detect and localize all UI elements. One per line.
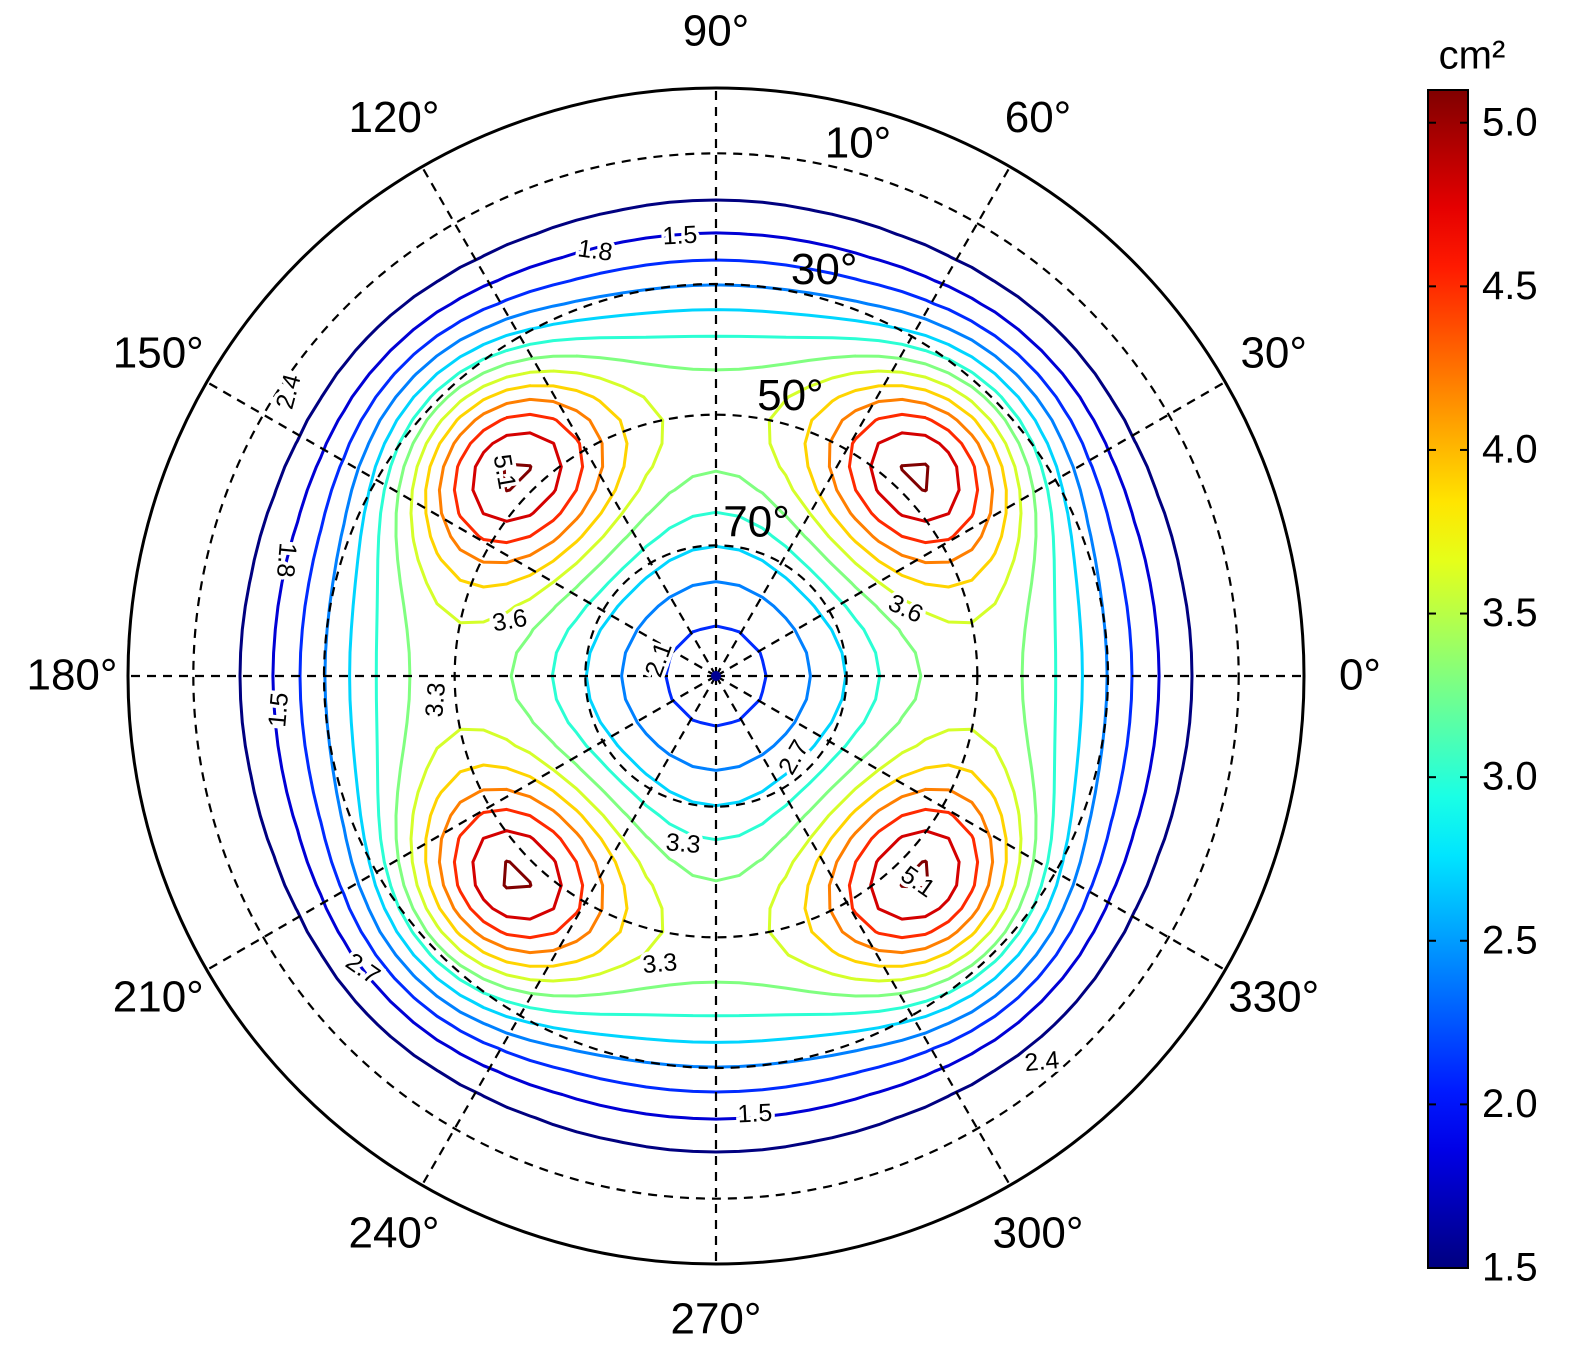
contour-label: 2.1 xyxy=(640,638,678,680)
contour-line xyxy=(452,412,980,940)
r-tick-label: 70° xyxy=(723,497,790,546)
colorbar-tick-label: 5.0 xyxy=(1482,100,1538,144)
contour-label: 1.5 xyxy=(662,221,698,251)
contour-label: 1.5 xyxy=(737,1099,773,1129)
theta-tick-label: 150° xyxy=(113,329,204,378)
contour-label: 2.4 xyxy=(1023,1046,1060,1077)
grid-spoke xyxy=(715,381,1226,677)
contour-label: 1.8 xyxy=(576,234,614,267)
contour-line xyxy=(471,431,961,921)
grid-spoke xyxy=(715,675,1226,971)
colorbar-tick-label: 3.5 xyxy=(1482,591,1538,635)
theta-tick-label: 30° xyxy=(1240,329,1307,378)
r-tick-label: 50° xyxy=(757,371,824,420)
colorbar-tick-label: 4.5 xyxy=(1482,264,1538,308)
r-tick-label: 30° xyxy=(791,245,858,294)
colorbar-unit: cm² xyxy=(1439,34,1506,78)
theta-tick-label: 270° xyxy=(670,1295,761,1344)
contour-label: 2.7 xyxy=(341,947,386,990)
theta-tick-label: 300° xyxy=(992,1208,1083,1257)
theta-tick-label: 120° xyxy=(348,93,439,142)
theta-tick-label: 0° xyxy=(1339,651,1381,700)
contours xyxy=(238,198,1194,1154)
polar-grid xyxy=(128,88,1304,1264)
grid-ring xyxy=(192,152,1240,1200)
contour-line xyxy=(348,308,1084,1044)
theta-tick-label: 60° xyxy=(1005,93,1072,142)
theta-tick-label: 330° xyxy=(1228,973,1319,1022)
contour-label: 5.1 xyxy=(488,452,522,491)
colorbar-tick-label: 4.0 xyxy=(1482,428,1538,472)
contour-line xyxy=(394,354,1038,998)
colorbar xyxy=(1427,89,1469,1269)
contour-line xyxy=(409,369,1023,983)
contour-line xyxy=(437,397,995,955)
contour-line xyxy=(502,462,930,890)
colorbar-tick-label: 3.0 xyxy=(1482,755,1538,799)
grid-spoke xyxy=(421,166,717,677)
grid-spoke xyxy=(421,675,717,1186)
colorbar-tick-label: 1.5 xyxy=(1482,1246,1538,1290)
grid-spoke xyxy=(715,675,1011,1186)
theta-tick-label: 210° xyxy=(113,973,204,1022)
colorbar-tick-label: 2.5 xyxy=(1482,918,1538,962)
contour-label: 3.3 xyxy=(665,828,702,859)
contour-label: 3.3 xyxy=(641,948,678,979)
contour-label: 3.6 xyxy=(490,604,529,638)
contour-line xyxy=(298,258,1134,1094)
colorbar-tick-label: 2.0 xyxy=(1482,1082,1538,1126)
contour-line xyxy=(424,384,1008,968)
polar-frame xyxy=(126,86,1306,1266)
grid-spoke xyxy=(715,166,1011,677)
grid-spoke xyxy=(206,381,717,677)
contour-label: 5.1 xyxy=(896,860,941,903)
contour-line xyxy=(271,231,1161,1121)
grid-spoke xyxy=(206,675,717,971)
theta-tick-label: 90° xyxy=(683,7,750,56)
contour-label: 2.4 xyxy=(271,371,307,412)
contour-label: 1.5 xyxy=(263,691,294,728)
theta-tick-label: 240° xyxy=(348,1208,439,1257)
contour-line xyxy=(374,334,1058,1018)
contour-label: 1.8 xyxy=(271,542,302,579)
r-tick-label: 10° xyxy=(825,119,892,168)
contour-line xyxy=(238,198,1194,1154)
center-dot xyxy=(711,671,721,681)
theta-tick-label: 180° xyxy=(26,651,117,700)
contour-line xyxy=(323,283,1109,1069)
contour-label: 3.3 xyxy=(420,681,451,718)
